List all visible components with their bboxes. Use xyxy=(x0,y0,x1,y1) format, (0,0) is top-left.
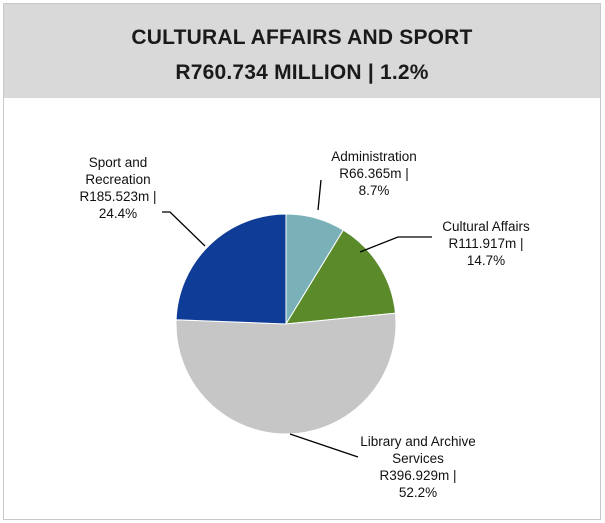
data-label-2: Cultural Affairs R111.917m | 14.7% xyxy=(442,219,530,268)
data-label-line: 52.2% xyxy=(399,485,437,500)
pie-slice-3 xyxy=(175,312,397,435)
leader-line-3 xyxy=(289,433,359,458)
data-label-line: R111.917m | xyxy=(448,236,523,251)
data-label-line: 14.7% xyxy=(467,253,505,268)
data-label-line: R66.365m | xyxy=(339,166,409,181)
data-label-line: R396.929m | xyxy=(379,468,456,483)
data-label-line: Recreation xyxy=(85,172,150,187)
data-label-line: Library and Archive xyxy=(360,434,476,449)
data-label-line: 8.7% xyxy=(359,183,390,198)
chart-frame: CULTURAL AFFAIRS AND SPORT R760.734 MILL… xyxy=(3,3,601,520)
chart-subtitle: R760.734 MILLION | 1.2% xyxy=(175,61,429,84)
chart-title: CULTURAL AFFAIRS AND SPORT xyxy=(131,26,473,49)
data-label-3: Library and Archive Services R396.929m | 52… xyxy=(360,434,476,500)
data-label-line: R185.523m | xyxy=(79,189,156,204)
leader-line-4 xyxy=(162,211,206,247)
data-label-line: Services xyxy=(392,451,444,466)
data-label-4: Sport and Recreation R185.523m | 24.4% xyxy=(79,155,156,221)
chart-header: CULTURAL AFFAIRS AND SPORT R760.734 MILL… xyxy=(4,4,600,98)
data-label-line: Cultural Affairs xyxy=(442,219,530,234)
leader-line-1 xyxy=(317,179,322,211)
data-label-1: Administration R66.365m | 8.7% xyxy=(331,149,417,198)
data-label-line: Sport and xyxy=(89,155,148,170)
pie-slice-4 xyxy=(175,213,287,325)
pie-slice-2 xyxy=(285,229,397,325)
data-label-line: 24.4% xyxy=(99,206,137,221)
data-label-line: Administration xyxy=(331,149,417,164)
leader-line-2 xyxy=(359,236,432,253)
